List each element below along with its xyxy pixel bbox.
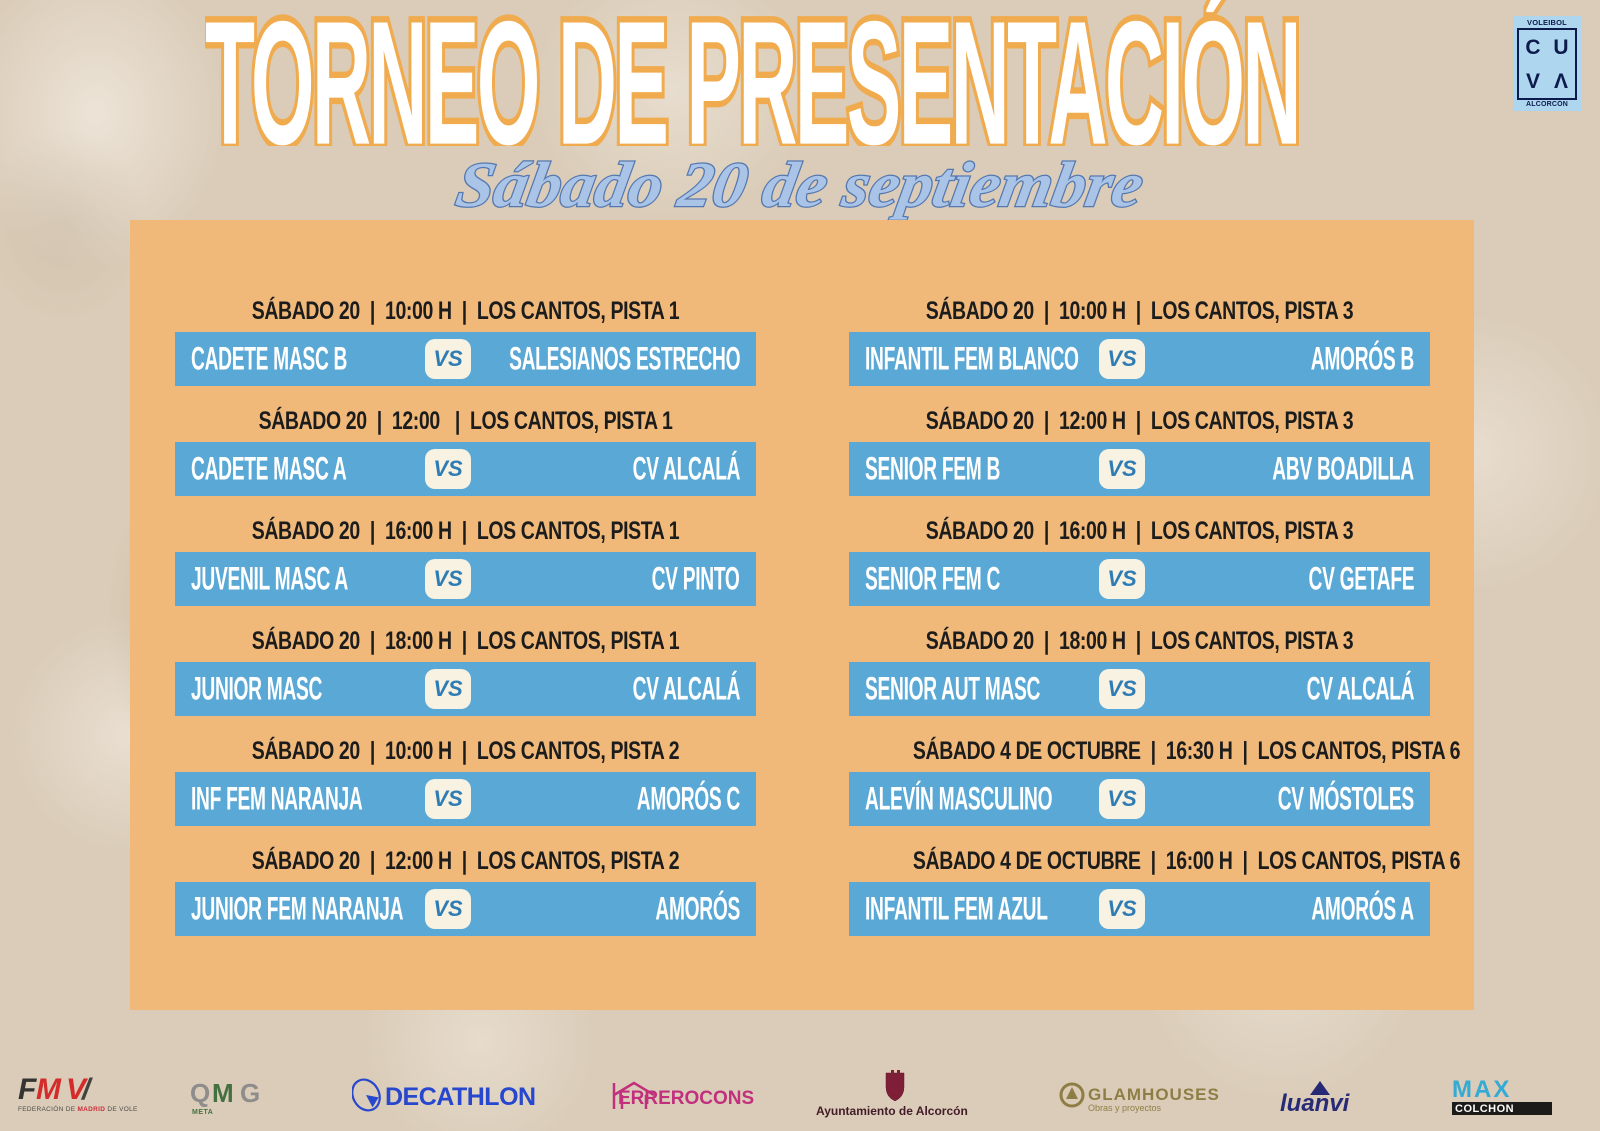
svg-text:FEDERACIÓN DE MADRID DE VOLEIB: FEDERACIÓN DE MADRID DE VOLEIBOL [18,1104,138,1113]
svg-text:M: M [36,1073,62,1106]
svg-text:/: / [80,1073,93,1106]
svg-text:luanvi: luanvi [1280,1090,1351,1117]
svg-text:Ayuntamiento de Alcorcón: Ayuntamiento de Alcorcón [816,1104,968,1118]
svg-text:META: META [192,1109,213,1116]
svg-text:G: G [240,1078,260,1108]
svg-text:DECATHLON: DECATHLON [385,1083,536,1111]
svg-text:Q: Q [190,1078,210,1108]
svg-text:GLAMHOUSES: GLAMHOUSES [1088,1085,1220,1104]
svg-text:COLCHON: COLCHON [1455,1103,1514,1115]
svg-text:Obras y proyectos: Obras y proyectos [1088,1103,1162,1113]
svg-text:ERREROCONS: ERREROCONS [618,1088,754,1109]
svg-text:MAX: MAX [1452,1076,1511,1103]
svg-text:F: F [18,1073,37,1106]
svg-text:M: M [212,1078,234,1108]
